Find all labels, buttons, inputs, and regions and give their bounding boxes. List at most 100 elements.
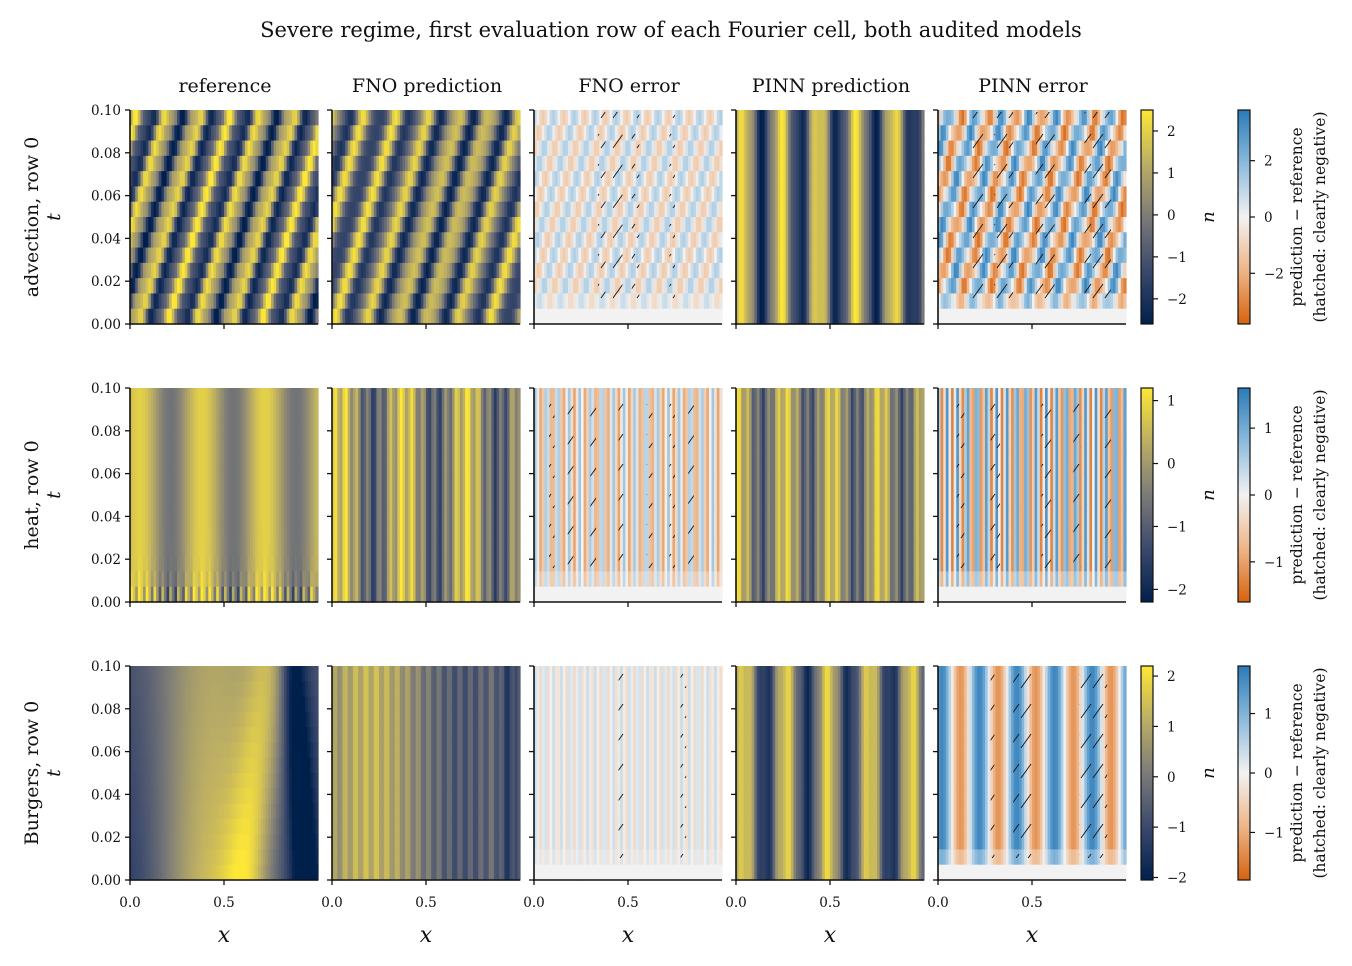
- heat-cell: [547, 155, 551, 172]
- heat-cell: [268, 125, 272, 142]
- heat-cell: [661, 125, 666, 142]
- heat-cell: [284, 293, 288, 310]
- heat-cell: [539, 186, 543, 203]
- heat-cell: [534, 232, 538, 249]
- heat-cell: [216, 201, 220, 218]
- heat-cell: [651, 155, 655, 172]
- heat-cell: [541, 140, 546, 157]
- heat-cell: [347, 262, 351, 279]
- heat-cell: [143, 125, 147, 142]
- heat-cell: [332, 278, 336, 295]
- heat-cell: [286, 171, 290, 188]
- heat-cell: [200, 201, 204, 218]
- heat-cell: [244, 247, 249, 264]
- heat-cell: [609, 125, 613, 142]
- heat-cell: [491, 171, 495, 188]
- heat-cell: [208, 293, 212, 310]
- heat-cell: [706, 171, 710, 188]
- heat-cell: [289, 293, 293, 310]
- heat-cell: [297, 247, 301, 264]
- heat-cell: [342, 186, 346, 203]
- heat-cell: [297, 293, 301, 310]
- heat-cell: [384, 186, 388, 203]
- heat-cell: [365, 308, 370, 325]
- heat-cell: [392, 247, 396, 264]
- heat-cell: [195, 155, 199, 172]
- heat-cell: [573, 186, 577, 203]
- heat-cell: [541, 201, 546, 218]
- heat-cell: [242, 217, 246, 233]
- heat-cell: [371, 125, 375, 142]
- heat-cell: [439, 201, 443, 218]
- heat-cell: [441, 125, 445, 142]
- heat-cell: [499, 155, 503, 172]
- heat-cell: [475, 217, 479, 233]
- heat-cell: [192, 125, 196, 142]
- heat-cell: [284, 308, 288, 325]
- heat-cell: [182, 186, 186, 203]
- heat-cell: [426, 171, 430, 188]
- heat-cell: [389, 140, 393, 157]
- heat-cell: [350, 110, 354, 126]
- heat-cell: [386, 171, 391, 188]
- heat-cell: [465, 201, 469, 218]
- heat-cell: [583, 201, 587, 218]
- col-title-pinn-error: PINN error: [978, 75, 1088, 97]
- heat-cell: [462, 155, 466, 172]
- heat-cell: [486, 171, 490, 188]
- heat-cell: [252, 140, 256, 157]
- heat-cell: [703, 186, 707, 203]
- heat-cell: [161, 171, 165, 188]
- heat-cell: [591, 140, 595, 157]
- heat-cell: [457, 293, 461, 310]
- heat-cell: [210, 293, 215, 310]
- heat-cell: [268, 155, 272, 172]
- heat-cell: [184, 155, 189, 172]
- heat-cell: [473, 171, 477, 188]
- heat-cell: [218, 155, 222, 172]
- heat-cell: [575, 201, 579, 218]
- heat-cell: [486, 217, 490, 233]
- heat-cell: [140, 201, 144, 218]
- heat-cell: [449, 186, 453, 203]
- heat-cell: [352, 247, 357, 264]
- heat-cell: [541, 171, 546, 188]
- heat-cell: [648, 217, 653, 233]
- heat-cell: [299, 308, 303, 325]
- heat-cell: [257, 293, 262, 310]
- heat-cell: [281, 262, 285, 279]
- heat-cell: [465, 125, 469, 142]
- heat-cell: [379, 262, 383, 279]
- heat-cell: [664, 171, 668, 188]
- heat-cell: [452, 293, 456, 310]
- heat-cell: [291, 278, 296, 295]
- heat-cell: [578, 140, 582, 157]
- heat-cell: [307, 171, 311, 188]
- heat-cell: [368, 155, 372, 172]
- heat-cell: [394, 171, 398, 188]
- heat-cell: [431, 293, 435, 310]
- heat-cell: [491, 232, 495, 249]
- heat-cell: [145, 232, 149, 249]
- heat-cell: [365, 293, 370, 310]
- heat-cell: [140, 278, 144, 295]
- heat-cell: [244, 171, 249, 188]
- heat-cell: [436, 217, 440, 233]
- heat-cell: [334, 278, 338, 295]
- heat-cell: [499, 125, 503, 142]
- heat-cell: [231, 186, 236, 203]
- heat-cell: [153, 278, 157, 295]
- heat-cell: [203, 278, 207, 295]
- heat-cell: [379, 140, 383, 157]
- heat-cell: [578, 155, 582, 172]
- heat-cell: [706, 110, 710, 126]
- heat-cell: [250, 155, 254, 172]
- heat-cell: [420, 247, 424, 264]
- heat-cell: [276, 262, 280, 279]
- heat-cell: [586, 201, 590, 218]
- heat-cell: [179, 217, 183, 233]
- heat-cell: [342, 140, 346, 157]
- heat-cell: [436, 247, 440, 264]
- heat-cell: [552, 140, 556, 157]
- heat-cell: [407, 125, 411, 142]
